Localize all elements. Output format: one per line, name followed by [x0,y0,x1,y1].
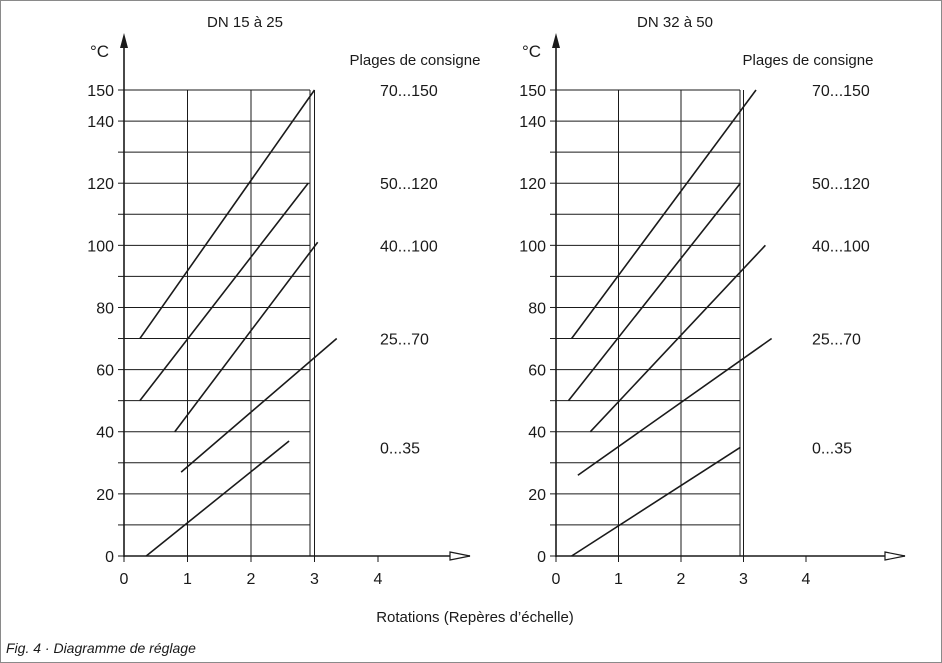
y-tick-label: 120 [87,176,114,193]
y-tick-label: 0 [537,549,546,566]
y-tick-label: 140 [87,114,114,131]
y-tick-label: 60 [96,363,114,380]
y-tick-label: 40 [528,425,546,442]
series-label: 70...150 [380,83,438,100]
x-tick-label: 4 [802,571,811,588]
legend-title: Plages de consigne [743,52,874,69]
x-tick-label: 4 [374,571,383,588]
series-label: 40...100 [380,238,438,255]
series-label: 25...70 [380,332,429,349]
y-axis-arrow [552,33,560,48]
y-axis-unit: °C [522,42,541,61]
x-tick-label: 3 [310,571,319,588]
x-tick-label: 1 [183,571,192,588]
y-tick-label: 150 [87,83,114,100]
series-label: 70...150 [812,83,870,100]
y-tick-label: 100 [519,238,546,255]
y-tick-label: 20 [96,487,114,504]
x-tick-label: 2 [677,571,686,588]
chart-panel-2: 0 20 40 60 80 100 120 140 150 0 1 2 3 4 DN 32 à 50 °C Pl… [519,14,906,588]
series-line [589,244,766,433]
x-tick-label: 0 [120,571,129,588]
y-axis-arrow [120,33,128,48]
x-axis-label: Rotations (Repères d’échelle) [376,609,574,626]
x-tick-label: 3 [739,571,748,588]
series-label: 0...35 [380,440,420,457]
y-tick-label: 20 [528,487,546,504]
y-tick-label: 120 [519,176,546,193]
series-line [571,446,741,557]
y-tick-label: 40 [96,425,114,442]
y-tick-label: 0 [105,549,114,566]
x-tick-label: 0 [552,571,561,588]
x-axis-arrow [449,551,471,561]
series-line [577,337,773,476]
series-label: 50...120 [380,176,438,193]
series-line [139,182,309,402]
series-line [180,337,338,473]
x-tick-label: 2 [247,571,256,588]
series-line [570,89,757,340]
y-tick-label: 140 [519,114,546,131]
y-tick-label: 100 [87,238,114,255]
x-axis-arrow [884,551,906,561]
y-axis-unit: °C [90,42,109,61]
series-line [145,440,290,557]
series-label: 40...100 [812,238,870,255]
figure-caption: Fig. 4 · Diagramme de réglage [6,640,196,656]
series-line [139,89,316,339]
series-line [567,182,742,402]
y-tick-label: 80 [528,300,546,317]
chart-title: DN 15 à 25 [207,14,283,31]
y-tick-label: 150 [519,83,546,100]
series-line [174,241,319,433]
series-label: 25...70 [812,332,861,349]
legend-title: Plages de consigne [350,52,481,69]
x-tick-label: 1 [614,571,623,588]
y-tick-label: 60 [528,363,546,380]
chart-title: DN 32 à 50 [637,14,713,31]
series-label: 0...35 [812,440,852,457]
y-tick-label: 80 [96,300,114,317]
chart-panel-1: 0 20 40 60 80 100 120 140 150 0 1 2 3 4 DN 15 à 25 °C Pl… [87,14,480,588]
series-label: 50...120 [812,176,870,193]
